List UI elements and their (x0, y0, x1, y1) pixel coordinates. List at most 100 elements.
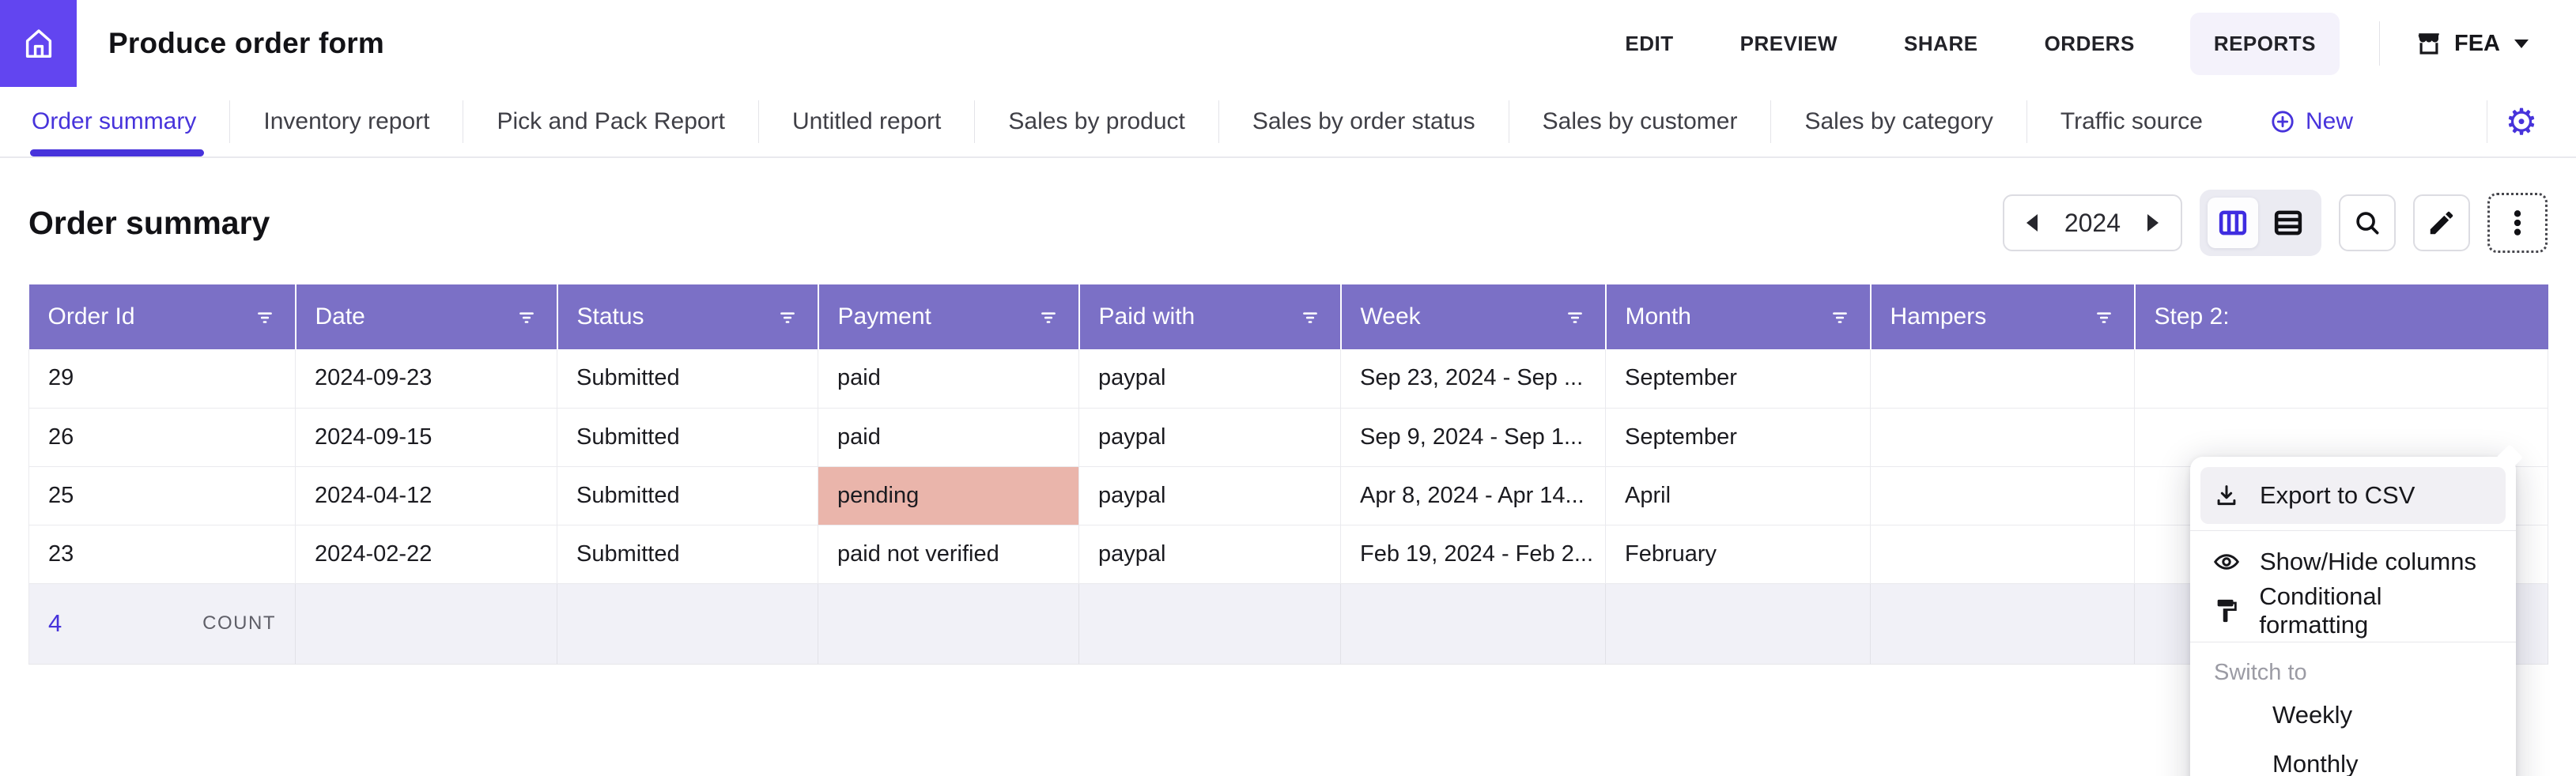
menu-item-conditional-formatting[interactable]: Conditional formatting (2190, 586, 2516, 635)
count-value[interactable]: 4 (48, 609, 62, 638)
cell-payment-highlighted: pending (818, 466, 1079, 525)
previous-year-button[interactable] (2026, 214, 2038, 232)
account-menu[interactable]: FEA (2415, 29, 2529, 58)
tab-sales-by-product[interactable]: Sales by product (975, 87, 1218, 156)
filter-icon[interactable] (1034, 307, 1063, 327)
footer-cell (557, 583, 818, 664)
edit-button[interactable] (2413, 194, 2470, 251)
home-button[interactable] (0, 0, 77, 87)
tab-inventory-report[interactable]: Inventory report (230, 87, 463, 156)
footer-cell (1871, 583, 2135, 664)
cell-month: September (1606, 349, 1871, 408)
cell-date: 2024-04-12 (296, 466, 557, 525)
cell-paid-with: paypal (1079, 349, 1341, 408)
column-header-week[interactable]: Week (1341, 284, 1606, 349)
filter-icon[interactable] (2090, 307, 2118, 327)
cell-status: Submitted (557, 349, 818, 408)
search-button[interactable] (2339, 194, 2396, 251)
account-label: FEA (2454, 31, 2500, 57)
download-icon (2212, 482, 2241, 509)
cell-payment: paid (818, 408, 1079, 466)
rows-view-button[interactable] (2263, 198, 2313, 248)
cell-hampers (1871, 408, 2135, 466)
report-tabs: Order summary Inventory report Pick and … (0, 87, 2576, 158)
filter-icon[interactable] (1561, 307, 1589, 327)
column-header-month[interactable]: Month (1606, 284, 1871, 349)
column-label: Week (1361, 303, 1421, 330)
column-header-payment[interactable]: Payment (818, 284, 1079, 349)
new-report-label: New (2306, 108, 2353, 135)
cell-status: Submitted (557, 525, 818, 583)
cell-paid-with: paypal (1079, 408, 1341, 466)
cell-order-id: 26 (29, 408, 296, 466)
cell-order-id: 25 (29, 466, 296, 525)
next-year-button[interactable] (2147, 214, 2159, 232)
filter-icon[interactable] (251, 307, 279, 327)
eye-icon (2212, 548, 2241, 576)
tab-sales-by-order-status[interactable]: Sales by order status (1219, 87, 1509, 156)
settings-button[interactable]: ⚙ (2487, 86, 2555, 157)
menu-option-weekly[interactable]: Weekly (2190, 691, 2516, 740)
footer-cell (1341, 583, 1606, 664)
nav-preview[interactable]: PREVIEW (1740, 32, 1838, 56)
nav-edit[interactable]: EDIT (1625, 32, 1673, 56)
pencil-icon (2427, 208, 2457, 238)
column-header-paid-with[interactable]: Paid with (1079, 284, 1341, 349)
tab-sales-by-customer[interactable]: Sales by customer (1509, 87, 1771, 156)
cell-month: September (1606, 408, 1871, 466)
count-label: COUNT (202, 612, 276, 635)
menu-item-label: Export to CSV (2260, 481, 2415, 510)
cell-status: Submitted (557, 466, 818, 525)
filter-icon[interactable] (1296, 307, 1324, 327)
tab-order-summary[interactable]: Order summary (0, 87, 229, 156)
tab-traffic-source[interactable]: Traffic source (2027, 87, 2236, 156)
nav-reports[interactable]: REPORTS (2190, 13, 2340, 75)
menu-option-label: Monthly (2272, 750, 2359, 776)
cell-week: Sep 9, 2024 - Sep 1... (1341, 408, 1606, 466)
column-label: Month (1626, 303, 1691, 330)
footer-cell (1079, 583, 1341, 664)
more-options-button[interactable] (2487, 193, 2548, 253)
filter-icon[interactable] (773, 307, 802, 327)
column-header-step-2[interactable]: Step 2: (2135, 284, 2548, 349)
menu-item-label: Show/Hide columns (2260, 548, 2476, 576)
filter-icon[interactable] (1826, 307, 1854, 327)
column-header-date[interactable]: Date (296, 284, 557, 349)
footer-cell (1606, 583, 1871, 664)
column-label: Step 2: (2155, 303, 2230, 330)
cell-date: 2024-02-22 (296, 525, 557, 583)
menu-item-export-csv[interactable]: Export to CSV (2200, 467, 2506, 524)
menu-option-monthly[interactable]: Monthly (2190, 740, 2516, 776)
filter-icon[interactable] (512, 307, 541, 327)
table-footer-row: 4 COUNT (29, 583, 2548, 664)
column-header-hampers[interactable]: Hampers (1871, 284, 2135, 349)
cell-hampers (1871, 349, 2135, 408)
year-navigator: 2024 (2003, 194, 2182, 251)
table-row: 29 2024-09-23 Submitted paid paypal Sep … (29, 349, 2548, 408)
report-heading: Order summary (28, 205, 270, 242)
switch-to-section-label: Switch to (2190, 649, 2516, 691)
tab-untitled-report[interactable]: Untitled report (759, 87, 974, 156)
menu-item-show-hide-columns[interactable]: Show/Hide columns (2190, 537, 2516, 586)
year-label: 2024 (2064, 209, 2121, 238)
tab-pick-and-pack[interactable]: Pick and Pack Report (463, 87, 757, 156)
cell-step-2 (2135, 349, 2548, 408)
cell-payment: paid not verified (818, 525, 1079, 583)
divider (2379, 21, 2380, 66)
rows-icon (2272, 206, 2305, 239)
columns-view-button[interactable] (2208, 198, 2258, 248)
cell-paid-with: paypal (1079, 466, 1341, 525)
cell-order-id: 29 (29, 349, 296, 408)
nav-orders[interactable]: ORDERS (2045, 32, 2135, 56)
column-label: Order Id (48, 303, 135, 330)
gear-icon: ⚙ (2505, 100, 2537, 143)
new-report-tab[interactable]: New (2236, 87, 2386, 156)
column-header-order-id[interactable]: Order Id (29, 284, 296, 349)
cell-week: Apr 8, 2024 - Apr 14... (1341, 466, 1606, 525)
paint-roller-icon (2212, 597, 2240, 624)
nav-share[interactable]: SHARE (1904, 32, 1978, 56)
column-header-status[interactable]: Status (557, 284, 818, 349)
report-content: Order summary 2024 (0, 190, 2576, 665)
tab-sales-by-category[interactable]: Sales by category (1771, 87, 2026, 156)
cell-month: April (1606, 466, 1871, 525)
